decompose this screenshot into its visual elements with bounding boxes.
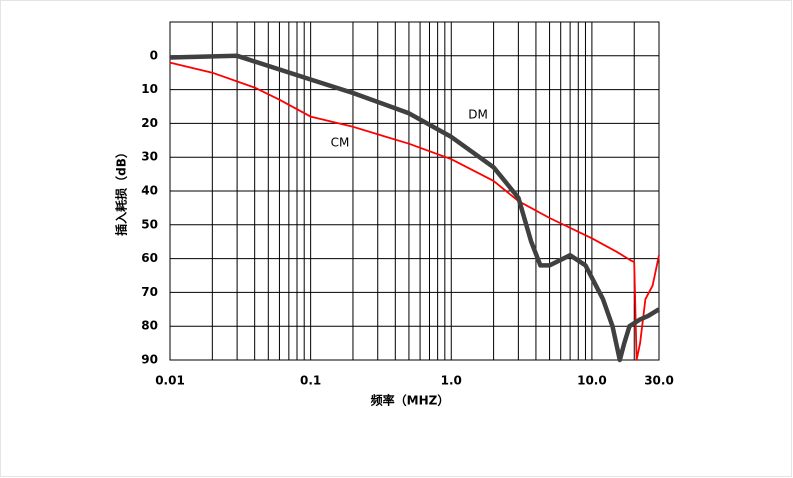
y-tick-label: 80 [141,319,158,333]
x-tick-label: 0.01 [155,374,185,388]
series-line [169,53,661,363]
y-tick-label: 20 [141,116,158,130]
series-label: CM [331,136,350,150]
y-axis-title: 插入耗损（dB） [114,146,129,236]
y-tick-label: 0 [150,48,158,62]
x-tick-label: 1.0 [441,374,462,388]
x-tick-label: 0.1 [300,374,321,388]
series-label: DM [468,108,488,122]
y-tick-label: 70 [141,285,158,299]
series-line [169,61,660,361]
x-tick-label: 10.0 [577,374,607,388]
x-axis-title: 频率（MHZ） [371,393,450,408]
y-tick-label: 50 [141,217,158,231]
y-tick-label: 10 [141,82,158,96]
y-tick-label: 90 [141,353,158,367]
y-tick-label: 60 [141,251,158,265]
x-tick-label: 30.0 [644,374,674,388]
y-tick-label: 30 [141,150,158,164]
y-tick-label: 40 [141,184,158,198]
